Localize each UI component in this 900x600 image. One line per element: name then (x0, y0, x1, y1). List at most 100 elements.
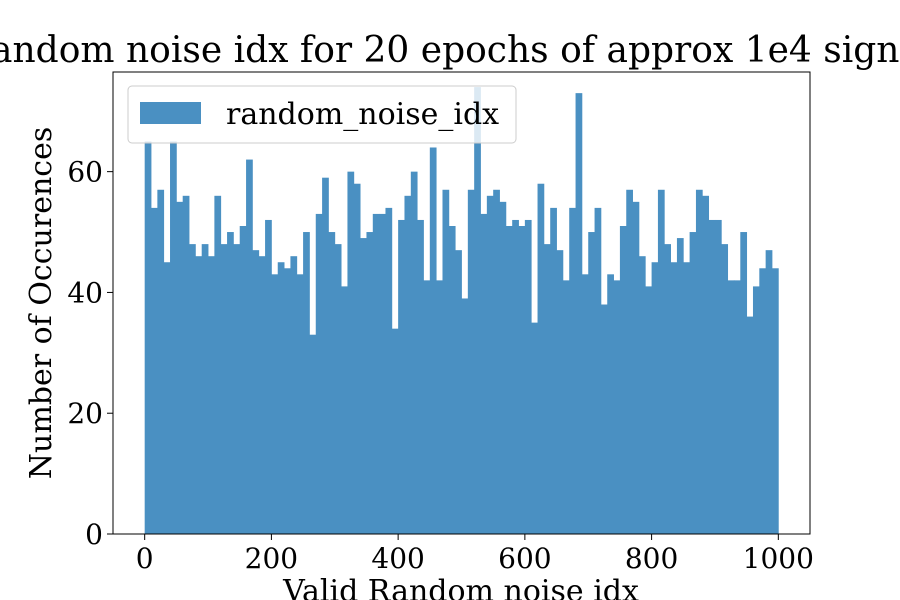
histogram-bar (752, 286, 760, 534)
histogram-bar (588, 232, 595, 534)
histogram-bar (594, 207, 602, 534)
histogram-bar (296, 274, 304, 534)
histogram-bar (347, 171, 355, 534)
histogram-bar (765, 250, 773, 534)
histogram-bar (385, 207, 393, 534)
histogram-bar (195, 256, 203, 534)
legend-label: random_noise_idx (226, 97, 499, 132)
histogram-bar (607, 274, 614, 534)
histogram-bar (746, 316, 754, 534)
x-tick-label: 200 (245, 542, 298, 575)
histogram-bar (461, 298, 469, 534)
x-axis-label: Valid Random noise idx (282, 574, 639, 600)
histogram-bar (480, 213, 488, 534)
histogram-bar (613, 280, 621, 534)
histogram-bar (284, 268, 291, 534)
histogram-bar (220, 244, 228, 534)
histogram-bar (619, 226, 627, 534)
histogram-bar (189, 244, 196, 534)
histogram-bar (626, 189, 633, 534)
histogram-bar (695, 189, 703, 534)
histogram-bar (398, 219, 405, 534)
histogram-bar (239, 226, 247, 534)
histogram-bar (265, 219, 272, 534)
histogram-bar (651, 262, 659, 534)
histogram-bar (372, 213, 380, 534)
histogram-bar (170, 141, 177, 534)
histogram-bar (727, 280, 735, 534)
histogram-bar (404, 195, 412, 534)
histogram-bar (771, 268, 779, 534)
legend: random_noise_idx (127, 85, 517, 144)
histogram-bar (391, 328, 399, 534)
y-axis-label: Number of Occurences (24, 127, 59, 479)
histogram-bar (689, 232, 697, 534)
histogram-bar (252, 250, 260, 534)
histogram-bar (315, 213, 323, 534)
x-tick-label: 0 (136, 542, 154, 575)
histogram-bar (379, 213, 386, 534)
histogram-bar (550, 207, 557, 534)
histogram-bar (277, 262, 285, 534)
histogram-bar (562, 280, 570, 534)
histogram-bar (455, 250, 462, 534)
histogram-bar (581, 274, 589, 534)
histogram-bar (328, 232, 336, 534)
histogram-bar (303, 232, 310, 534)
histogram-bar (442, 189, 450, 534)
histogram-bar (341, 286, 348, 534)
histogram-bar (309, 334, 317, 534)
histogram-bar (721, 244, 729, 534)
chart-title: Random noise idx for 20 epochs of approx… (0, 30, 900, 71)
histogram-bar (708, 219, 716, 534)
histogram-bar (638, 256, 646, 534)
histogram-bar (524, 219, 532, 534)
histogram-bar (233, 244, 241, 534)
histogram-bar (144, 141, 152, 534)
legend-box (127, 85, 517, 144)
histogram-bar (714, 219, 722, 534)
histogram-bar (499, 201, 507, 534)
x-tick-label: 1000 (743, 542, 814, 575)
histogram-bar (157, 189, 165, 534)
histogram-bar (493, 189, 500, 534)
histogram-bar (271, 274, 279, 534)
histogram-bar (531, 322, 538, 534)
histogram-bar (151, 207, 158, 534)
histogram-bar (360, 238, 367, 534)
y-tick-label: 0 (85, 518, 103, 551)
x-tick-label: 800 (625, 542, 678, 575)
histogram-bar (512, 219, 519, 534)
y-tick-label: 60 (67, 156, 103, 189)
histogram-bar (537, 183, 545, 534)
histogram-bar (201, 244, 209, 534)
histogram-bar (182, 195, 190, 534)
histogram-bar (322, 177, 329, 534)
histogram-bar (486, 195, 494, 534)
histogram-bar (702, 195, 710, 534)
y-tick-label: 20 (67, 397, 103, 430)
histogram-bar (366, 232, 374, 534)
legend-swatch (140, 102, 201, 124)
y-tick-label: 40 (67, 276, 103, 309)
histogram-bar (600, 304, 608, 534)
histogram-bar (505, 226, 513, 534)
plot-frame (112, 71, 811, 535)
histogram-bar (246, 159, 253, 534)
histogram-bar (543, 244, 551, 534)
histogram-bar (214, 195, 222, 534)
histogram-bar (227, 232, 234, 534)
histogram-bar (410, 171, 418, 534)
histogram-bar (176, 201, 184, 534)
histogram-bar (163, 262, 171, 534)
histogram-bar (670, 262, 678, 534)
histogram-bar (448, 226, 456, 534)
histogram-bar (467, 189, 475, 534)
histogram-bar (556, 250, 564, 534)
histogram-bar (258, 256, 266, 534)
histogram-bar (740, 232, 748, 534)
histogram-bar (575, 93, 583, 534)
histogram-bar (436, 280, 443, 534)
histogram-bar (518, 226, 526, 534)
histogram-bar (645, 286, 652, 534)
